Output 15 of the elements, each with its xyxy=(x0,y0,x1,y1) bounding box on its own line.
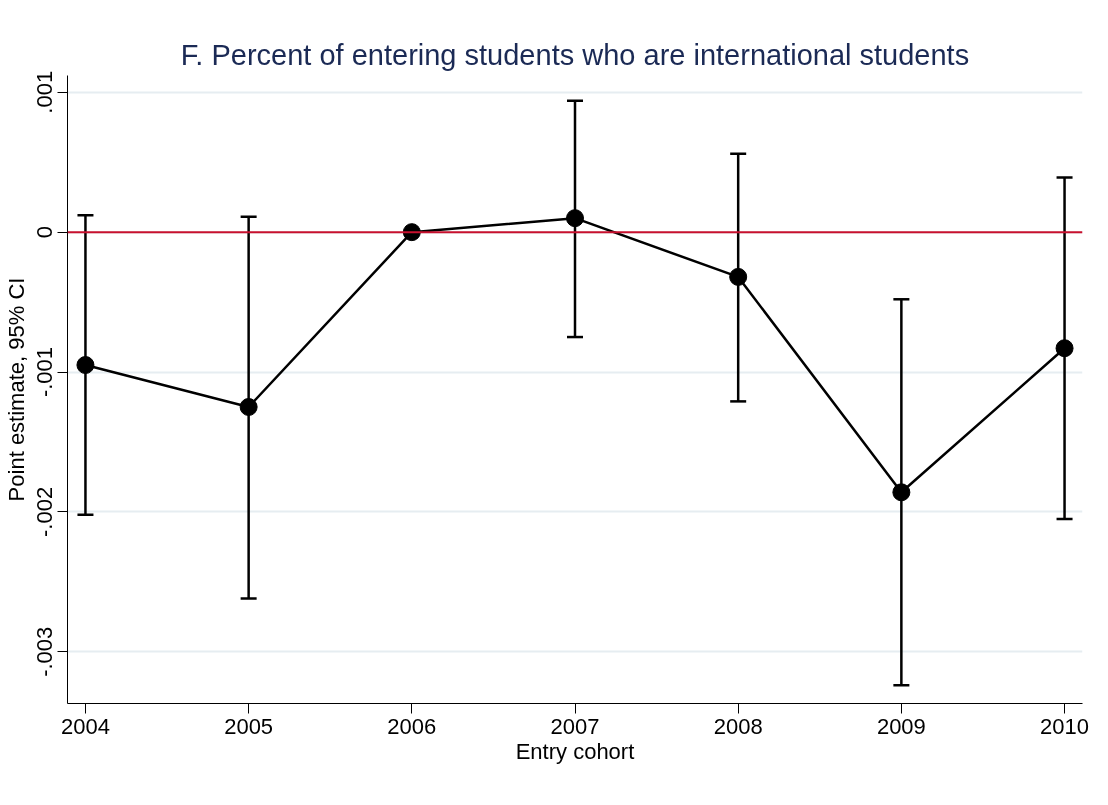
y-tick-label: -.001 xyxy=(32,346,58,398)
x-tick-label: 2004 xyxy=(60,713,110,739)
x-axis-title: Entry cohort xyxy=(515,738,635,764)
y-tick-label: -.002 xyxy=(32,486,58,537)
x-tick-label: 2008 xyxy=(713,713,763,739)
chart-title: F. Percent of entering students who are international students xyxy=(180,38,970,71)
y-tick-label: -.003 xyxy=(32,626,58,677)
y-tick-label: .001 xyxy=(32,70,58,114)
x-tick-label: 2010 xyxy=(1040,713,1090,739)
y-axis-title: Point estimate, 95% CI xyxy=(3,277,29,502)
y-tick-label: 0 xyxy=(32,226,58,239)
x-tick-label: 2009 xyxy=(876,713,926,739)
x-tick-label: 2007 xyxy=(550,713,600,739)
x-tick-label: 2006 xyxy=(387,713,437,739)
x-tick-label: 2005 xyxy=(224,713,274,739)
